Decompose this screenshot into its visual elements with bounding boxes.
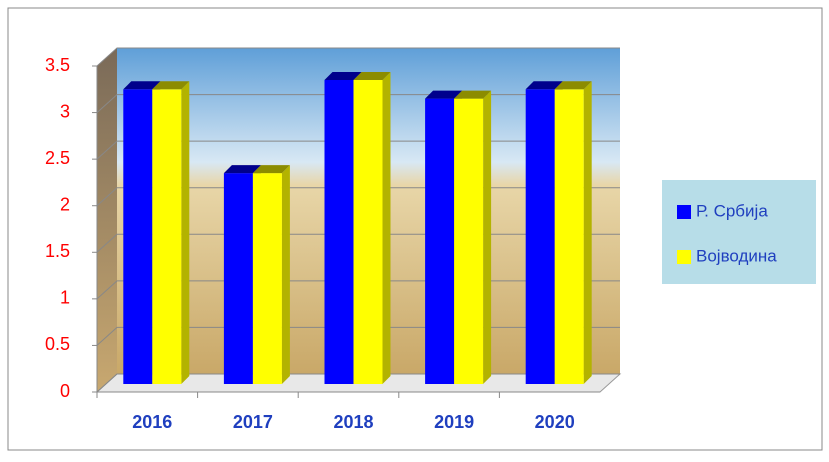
bar-side — [181, 81, 190, 385]
legend-swatch — [677, 205, 691, 219]
bar-top — [554, 81, 592, 90]
legend-label: Војводина — [696, 246, 777, 265]
x-tick-label: 2020 — [535, 412, 575, 432]
bar — [425, 98, 455, 384]
side-wall — [97, 48, 117, 392]
bar — [554, 89, 584, 385]
bar-side — [483, 90, 492, 384]
bar-top — [123, 81, 161, 90]
bar — [324, 79, 354, 384]
bar-top — [525, 81, 563, 90]
bar — [454, 98, 484, 384]
y-tick-label: 3.5 — [45, 55, 70, 75]
legend-label: Р. Србија — [696, 201, 768, 220]
y-tick-label: 0.5 — [45, 334, 70, 354]
y-tick-label: 3 — [60, 101, 70, 121]
bar-top — [152, 81, 190, 90]
grid-line — [96, 47, 620, 67]
legend: Р. Србија Војводина — [677, 201, 777, 265]
bar-top — [353, 71, 391, 80]
bar-top — [425, 90, 463, 99]
x-tick-label: 2018 — [333, 412, 373, 432]
bar — [252, 173, 282, 384]
bar-side — [281, 165, 290, 384]
y-tick-label: 0 — [60, 381, 70, 401]
bar — [123, 89, 153, 385]
bar-top — [252, 165, 290, 174]
plot-area: 0 0.5 1 1.5 2 2.5 3 3.5 2016 2017 2018 2019 2020 — [45, 47, 622, 432]
y-tick-label: 1.5 — [45, 241, 70, 261]
bar — [525, 89, 555, 385]
bar-side — [382, 71, 391, 384]
bar — [152, 89, 182, 385]
bar-top — [223, 165, 261, 174]
legend-swatch — [677, 250, 691, 264]
x-tick-label: 2019 — [434, 412, 474, 432]
y-tick-label: 2 — [60, 194, 70, 214]
bar — [223, 173, 253, 384]
bar-side — [583, 81, 592, 385]
x-tick-label: 2017 — [233, 412, 273, 432]
x-tick-label: 2016 — [132, 412, 172, 432]
y-tick-label: 2.5 — [45, 148, 70, 168]
bar-top — [324, 71, 362, 80]
bar-top — [454, 90, 492, 99]
y-tick-label: 1 — [60, 288, 70, 308]
legend-box — [662, 180, 816, 284]
bar — [353, 79, 383, 384]
